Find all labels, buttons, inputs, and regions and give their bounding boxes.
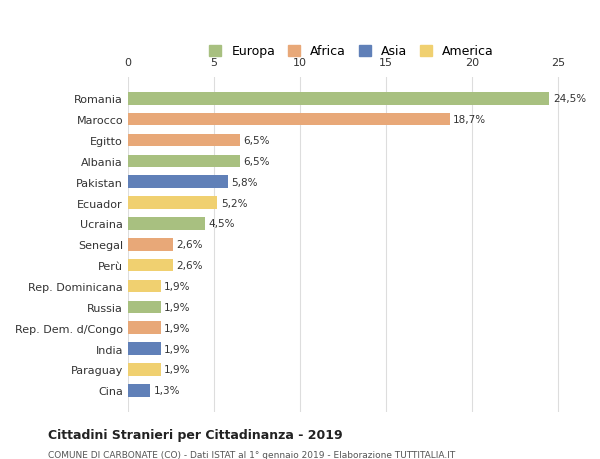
Text: 18,7%: 18,7% (453, 115, 486, 125)
Text: 4,5%: 4,5% (209, 219, 235, 229)
Text: 24,5%: 24,5% (553, 94, 586, 104)
Text: 6,5%: 6,5% (243, 136, 269, 146)
Text: 1,9%: 1,9% (164, 364, 190, 375)
Text: 1,9%: 1,9% (164, 323, 190, 333)
Bar (128, 176, 227, 189)
Bar (128, 134, 239, 147)
Text: 2,6%: 2,6% (176, 240, 203, 250)
Bar (128, 384, 150, 397)
Text: 5,2%: 5,2% (221, 198, 247, 208)
Text: COMUNE DI CARBONATE (CO) - Dati ISTAT al 1° gennaio 2019 - Elaborazione TUTTITAL: COMUNE DI CARBONATE (CO) - Dati ISTAT al… (48, 450, 455, 459)
Bar (128, 364, 161, 376)
Text: 1,9%: 1,9% (164, 281, 190, 291)
Bar (128, 342, 161, 355)
Text: 1,9%: 1,9% (164, 344, 190, 354)
Text: 1,9%: 1,9% (164, 302, 190, 312)
Bar (128, 280, 161, 293)
Bar (128, 259, 173, 272)
Text: 6,5%: 6,5% (243, 157, 269, 167)
Text: 1,3%: 1,3% (154, 386, 180, 396)
Text: Cittadini Stranieri per Cittadinanza - 2019: Cittadini Stranieri per Cittadinanza - 2… (48, 428, 343, 441)
Bar (128, 197, 217, 209)
Legend: Europa, Africa, Asia, America: Europa, Africa, Asia, America (204, 40, 499, 63)
Text: 5,8%: 5,8% (231, 177, 257, 187)
Bar (128, 218, 205, 230)
Bar (128, 114, 449, 126)
Bar (128, 155, 239, 168)
Text: 2,6%: 2,6% (176, 261, 203, 270)
Bar (128, 239, 173, 251)
Bar (128, 93, 550, 105)
Bar (128, 322, 161, 334)
Bar (128, 301, 161, 313)
